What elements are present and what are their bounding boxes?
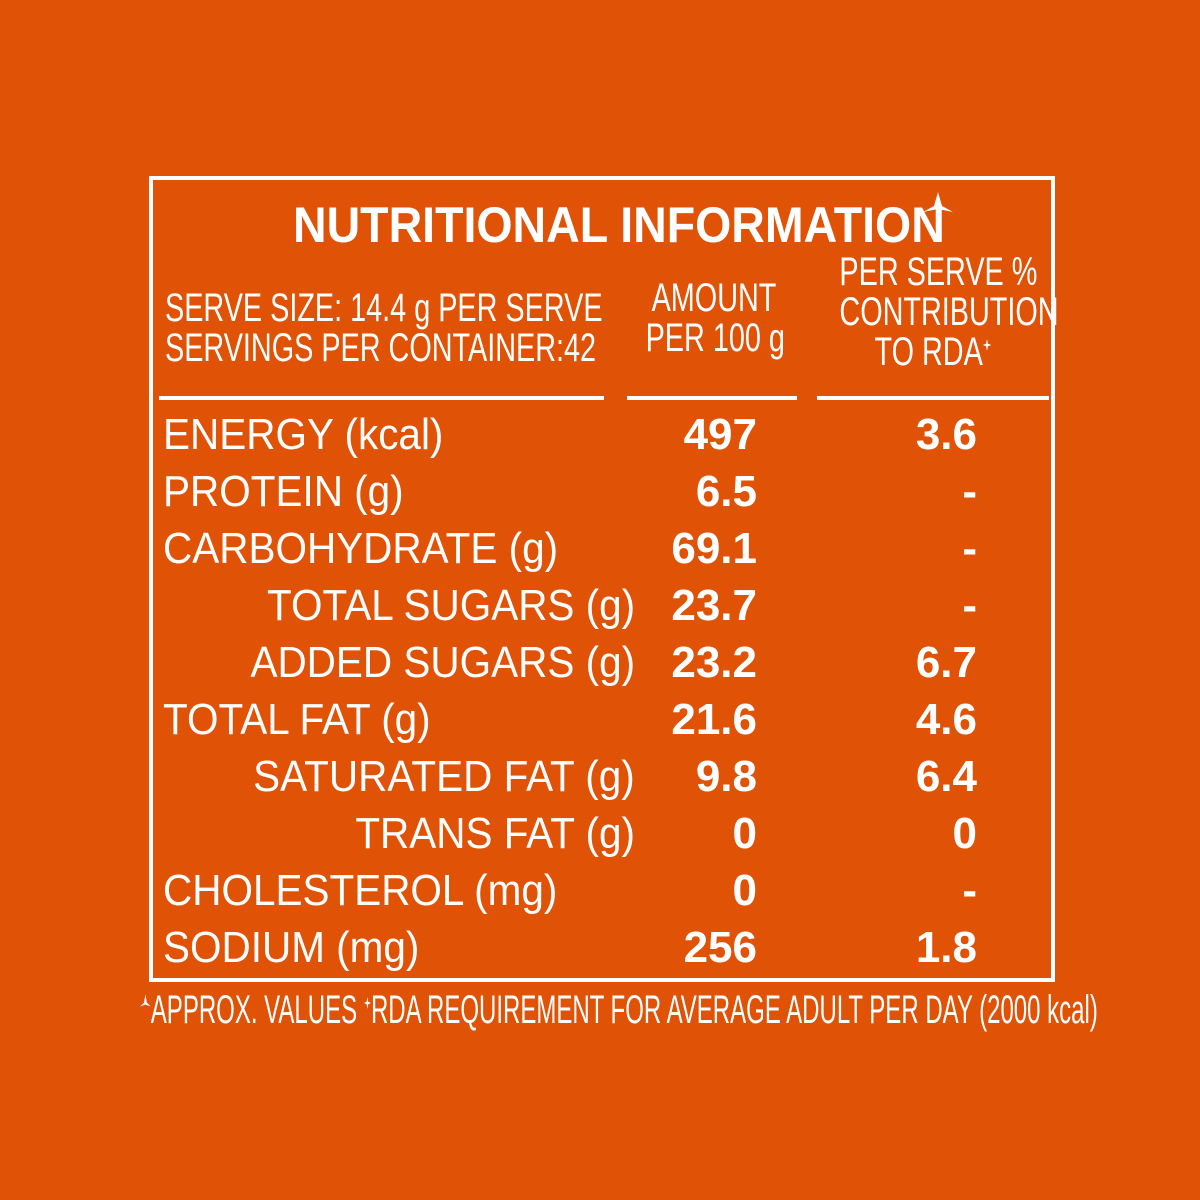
- nutrient-rda: -: [962, 866, 977, 915]
- nutrient-row: TOTAL FAT (g) 21.6 4.6: [153, 691, 1051, 748]
- nutrient-amount: 6.5: [695, 467, 757, 516]
- nutrient-rda: -: [962, 581, 977, 630]
- nutrient-name: TRANS FAT (g): [355, 809, 635, 858]
- sparkle-icon: [982, 339, 992, 351]
- nutrient-amount: 256: [683, 923, 757, 972]
- nutrient-row: PROTEIN (g) 6.5 -: [153, 463, 1051, 520]
- nutrient-rda: 0: [952, 809, 977, 858]
- nutrient-amount: 497: [683, 410, 757, 459]
- nutrient-amount: 9.8: [695, 752, 757, 801]
- nutrient-name: SATURATED FAT (g): [253, 752, 635, 801]
- nutrient-name: CARBOHYDRATE (g): [163, 524, 559, 573]
- nutrient-amount: 21.6: [671, 695, 757, 744]
- serve-info: SERVE SIZE: 14.4 g PER SERVE SERVINGS PE…: [165, 288, 603, 368]
- serve-size: SERVE SIZE: 14.4 g PER SERVE: [165, 286, 603, 330]
- nutrient-rda: 4.6: [915, 695, 977, 744]
- amount-header-line: PER 100 g: [645, 316, 785, 360]
- nutrition-panel: NUTRITIONAL INFORMATION SERVE SIZE: 14.4…: [149, 176, 1059, 982]
- nutrient-table: ENERGY (kcal) 497 3.6 PROTEIN (g) 6.5 - …: [153, 406, 1051, 976]
- rda-header-text: TO RDA: [874, 330, 983, 374]
- nutrient-rda: 6.4: [915, 752, 977, 801]
- triangle-star-icon: [923, 192, 953, 212]
- nutrient-row: TRANS FAT (g) 0 0: [153, 805, 1051, 862]
- footnote: APPROX. VALUES RDA REQUIREMENT FOR AVERA…: [140, 988, 1098, 1032]
- nutrient-rda: 1.8: [915, 923, 977, 972]
- nutrient-name: TOTAL FAT (g): [163, 695, 431, 744]
- amount-column-header: AMOUNT PER 100 g: [645, 276, 785, 360]
- nutrient-name: ENERGY (kcal): [163, 410, 444, 459]
- nutrient-rda: -: [962, 524, 977, 573]
- nutrient-name: PROTEIN (g): [163, 467, 404, 516]
- nutrient-row: SATURATED FAT (g) 9.8 6.4: [153, 748, 1051, 805]
- nutrient-amount: 69.1: [671, 524, 757, 573]
- nutrient-row: CARBOHYDRATE (g) 69.1 -: [153, 520, 1051, 577]
- rda-header-line: PER SERVE %: [839, 250, 1038, 294]
- nutrient-row: ENERGY (kcal) 497 3.6: [153, 406, 1051, 463]
- nutrient-amount: 0: [732, 809, 757, 858]
- nutrient-name: ADDED SUGARS (g): [250, 638, 635, 687]
- nutrient-row: ADDED SUGARS (g) 23.2 6.7: [153, 634, 1051, 691]
- rda-column-header: PER SERVE % CONTRIBUTION TO RDA: [839, 250, 1059, 372]
- nutrient-name: CHOLESTEROL (mg): [163, 866, 558, 915]
- sparkle-icon: [363, 997, 371, 1009]
- nutrient-amount: 23.2: [671, 638, 757, 687]
- rda-header-line: CONTRIBUTION: [839, 290, 1059, 334]
- nutrient-amount: 23.7: [671, 581, 757, 630]
- footnote-approx: APPROX. VALUES: [150, 988, 358, 1032]
- nutrient-amount: 0: [732, 866, 757, 915]
- header-divider: [159, 396, 604, 400]
- nutrient-row: SODIUM (mg) 256 1.8: [153, 919, 1051, 976]
- nutrient-name: TOTAL SUGARS (g): [266, 581, 635, 630]
- nutrient-rda: 3.6: [915, 410, 977, 459]
- nutrient-rda: -: [962, 467, 977, 516]
- triangle-star-icon: [140, 994, 151, 1007]
- header-divider: [817, 396, 1049, 400]
- amount-header-line: AMOUNT: [651, 276, 777, 320]
- nutrient-name: SODIUM (mg): [163, 923, 420, 972]
- nutrient-row: TOTAL SUGARS (g) 23.7 -: [153, 577, 1051, 634]
- servings-per-container: SERVINGS PER CONTAINER:42: [165, 326, 597, 370]
- footnote-rda: RDA REQUIREMENT FOR AVERAGE ADULT PER DA…: [370, 988, 1098, 1032]
- panel-title: NUTRITIONAL INFORMATION: [293, 197, 945, 253]
- nutrient-rda: 6.7: [915, 638, 977, 687]
- rda-header-line: TO RDA: [839, 332, 1026, 372]
- header-divider: [627, 396, 797, 400]
- nutrient-row: CHOLESTEROL (mg) 0 -: [153, 862, 1051, 919]
